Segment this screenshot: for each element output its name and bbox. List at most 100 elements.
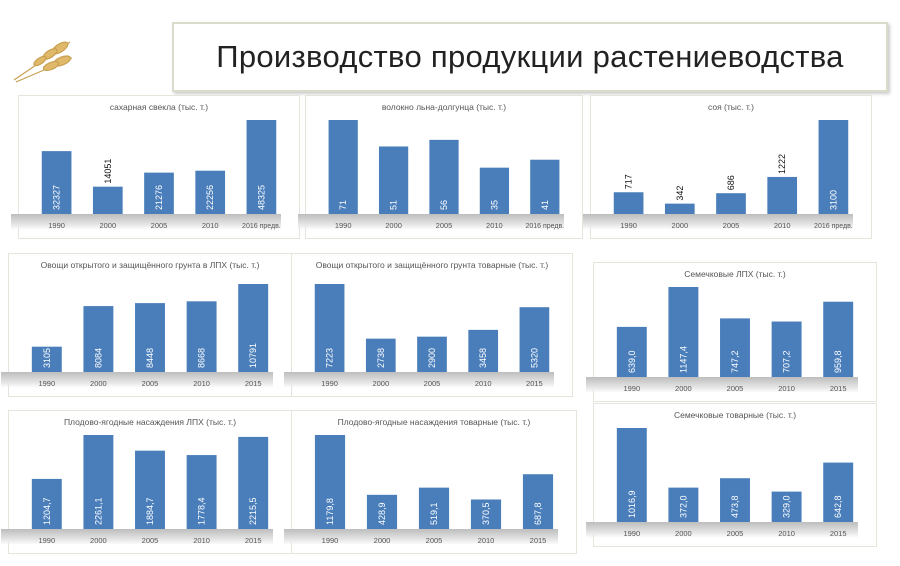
data-label: 717 [624, 174, 634, 189]
bar-2000 [668, 287, 699, 377]
x-tick-label: 2015 [830, 384, 847, 393]
data-label: 35 [489, 200, 499, 210]
x-tick-label: 2016 предв. [242, 223, 281, 230]
x-tick-label: 2000 [374, 536, 391, 545]
x-tick-label: 2005 [723, 221, 740, 230]
chart-fruit-lph: Плодово-ягодные насаждения ЛПХ (тыс. т.)… [1, 410, 292, 554]
bar-2000 [83, 435, 114, 529]
bar-2005 [417, 336, 447, 372]
bar-chart: 1179,8 1990 428,9 2000 519,1 2005 370,5 2010 687… [314, 435, 554, 545]
x-tick-label: 1990 [620, 221, 637, 230]
data-label: 71 [338, 200, 348, 210]
data-label: 1204,7 [42, 497, 52, 525]
x-tick-label: 2015 [530, 536, 547, 545]
x-tick-label: 2005 [727, 384, 744, 393]
bar-1990 [314, 435, 346, 529]
x-tick-label: 2010 [478, 536, 495, 545]
data-label: 2900 [427, 348, 437, 368]
x-tick-label: 2000 [675, 529, 692, 538]
x-tick-label: 1990 [48, 221, 65, 230]
bar-2015 [823, 301, 854, 377]
bar-2010 [771, 321, 802, 377]
bar-2000 [366, 494, 398, 529]
x-tick-label: 2005 [142, 379, 159, 388]
x-tick-label: 2010 [778, 384, 795, 393]
bar-2000 [668, 487, 699, 522]
x-tick-label: 2005 [151, 221, 168, 230]
data-label: 959,8 [833, 350, 843, 373]
data-label: 14051 [103, 159, 113, 184]
bar-2010 [479, 167, 510, 214]
x-tick-label: 2000 [90, 379, 107, 388]
x-tick-label: 1990 [335, 221, 352, 230]
bar-2005 [720, 318, 750, 377]
x-tick-label: 2010 [475, 379, 492, 388]
data-label: 370,5 [481, 502, 491, 525]
x-tick-label: 2000 [90, 536, 107, 545]
data-label: 1147,4 [678, 346, 688, 373]
bar-1990 [31, 346, 62, 372]
x-tick-label: 2015 [245, 379, 262, 388]
bar-1990 [613, 192, 644, 214]
chart-title: волокно льна-долгунца (тыс. т.) [381, 102, 507, 112]
bar-2005 [418, 487, 450, 529]
chart-title: Плодово-ягодные насаждения товарные (тыс… [337, 417, 531, 427]
x-tick-label: 2016 предв. [525, 223, 564, 230]
slide-title: Производство продукции растениеводства [216, 39, 844, 74]
data-label: 51 [389, 200, 399, 210]
data-label: 428,9 [377, 502, 387, 525]
bar-2010 [470, 499, 502, 529]
data-label: 2215,5 [248, 497, 258, 525]
axis-shadow [583, 214, 853, 230]
x-tick-label: 2010 [778, 529, 795, 538]
data-label: 2738 [376, 348, 386, 368]
bar-2010 [771, 491, 802, 522]
bar-chart: 639,0 1990 1147,4 2000 747,2 2005 707,2 2010 959… [616, 287, 854, 393]
bar-2015 [522, 474, 554, 529]
chart-veg-commercial: Овощи открытого и защищённого грунта тов… [284, 253, 573, 397]
bar-chart: 1016,9 1990 372,0 2000 473,8 2005 329,0 2010 642… [616, 428, 854, 538]
x-tick-label: 1990 [38, 379, 55, 388]
x-tick-label: 2015 [526, 379, 543, 388]
chart-seeds-commercial: Семечковые товарные (тыс. т.) 1016,9 1990 3… [586, 403, 877, 547]
slide-title-box: Производство продукции растениеводства [172, 22, 888, 92]
data-label: 372,0 [678, 495, 688, 518]
axis-shadow [586, 377, 858, 393]
data-label: 519,1 [429, 502, 439, 525]
data-label: 56 [439, 200, 449, 210]
bar-2000 [664, 203, 695, 214]
data-label: 747,2 [730, 350, 740, 373]
bar-chart: 71 1990 51 2000 56 2005 35 2010 41 2016 предв. [328, 120, 564, 230]
chart-sugar-beet: сахарная свекла (тыс. т.) 32327 1990 14051 2… [11, 95, 300, 239]
bar-2005 [429, 139, 459, 214]
bar-2000 [378, 146, 409, 214]
data-label: 342 [675, 186, 685, 201]
bar-chart: 3105 1990 8084 2000 8448 2005 8668 2010 10791 201… [31, 284, 269, 388]
x-tick-label: 2005 [426, 536, 443, 545]
chart-title: Овощи открытого и защищённого грунта тов… [315, 260, 549, 270]
bar-2005 [135, 303, 165, 372]
bar-2005 [716, 193, 746, 214]
wheat-logo-icon [10, 28, 76, 86]
x-tick-label: 2016 предв. [814, 223, 853, 230]
data-label: 32327 [52, 185, 62, 210]
data-label: 3105 [42, 348, 52, 368]
axis-shadow [284, 372, 554, 388]
x-tick-label: 2010 [193, 379, 210, 388]
data-label: 1778,4 [197, 497, 207, 525]
bar-1990 [41, 151, 72, 214]
chart-seeds-lph: Семечковые ЛПХ (тыс. т.) 639,0 1990 1147,4 2… [586, 262, 877, 402]
x-tick-label: 2000 [671, 221, 688, 230]
axis-shadow [586, 522, 858, 538]
bar-1990 [328, 120, 358, 214]
bar-2015 [519, 307, 550, 372]
data-label: 1222 [777, 154, 787, 174]
bar-2010 [468, 329, 499, 372]
x-tick-label: 1990 [322, 536, 339, 545]
bar-2000 [365, 338, 396, 372]
bar-2015 [823, 462, 854, 522]
chart-flax: волокно льна-долгунца (тыс. т.) 71 1990 51 2… [298, 95, 583, 239]
bar-chart: 717 1990 342 2000 686 2005 1222 2010 3100 2016 пр… [613, 120, 853, 230]
x-tick-label: 2015 [830, 529, 847, 538]
x-tick-label: 2000 [675, 384, 692, 393]
